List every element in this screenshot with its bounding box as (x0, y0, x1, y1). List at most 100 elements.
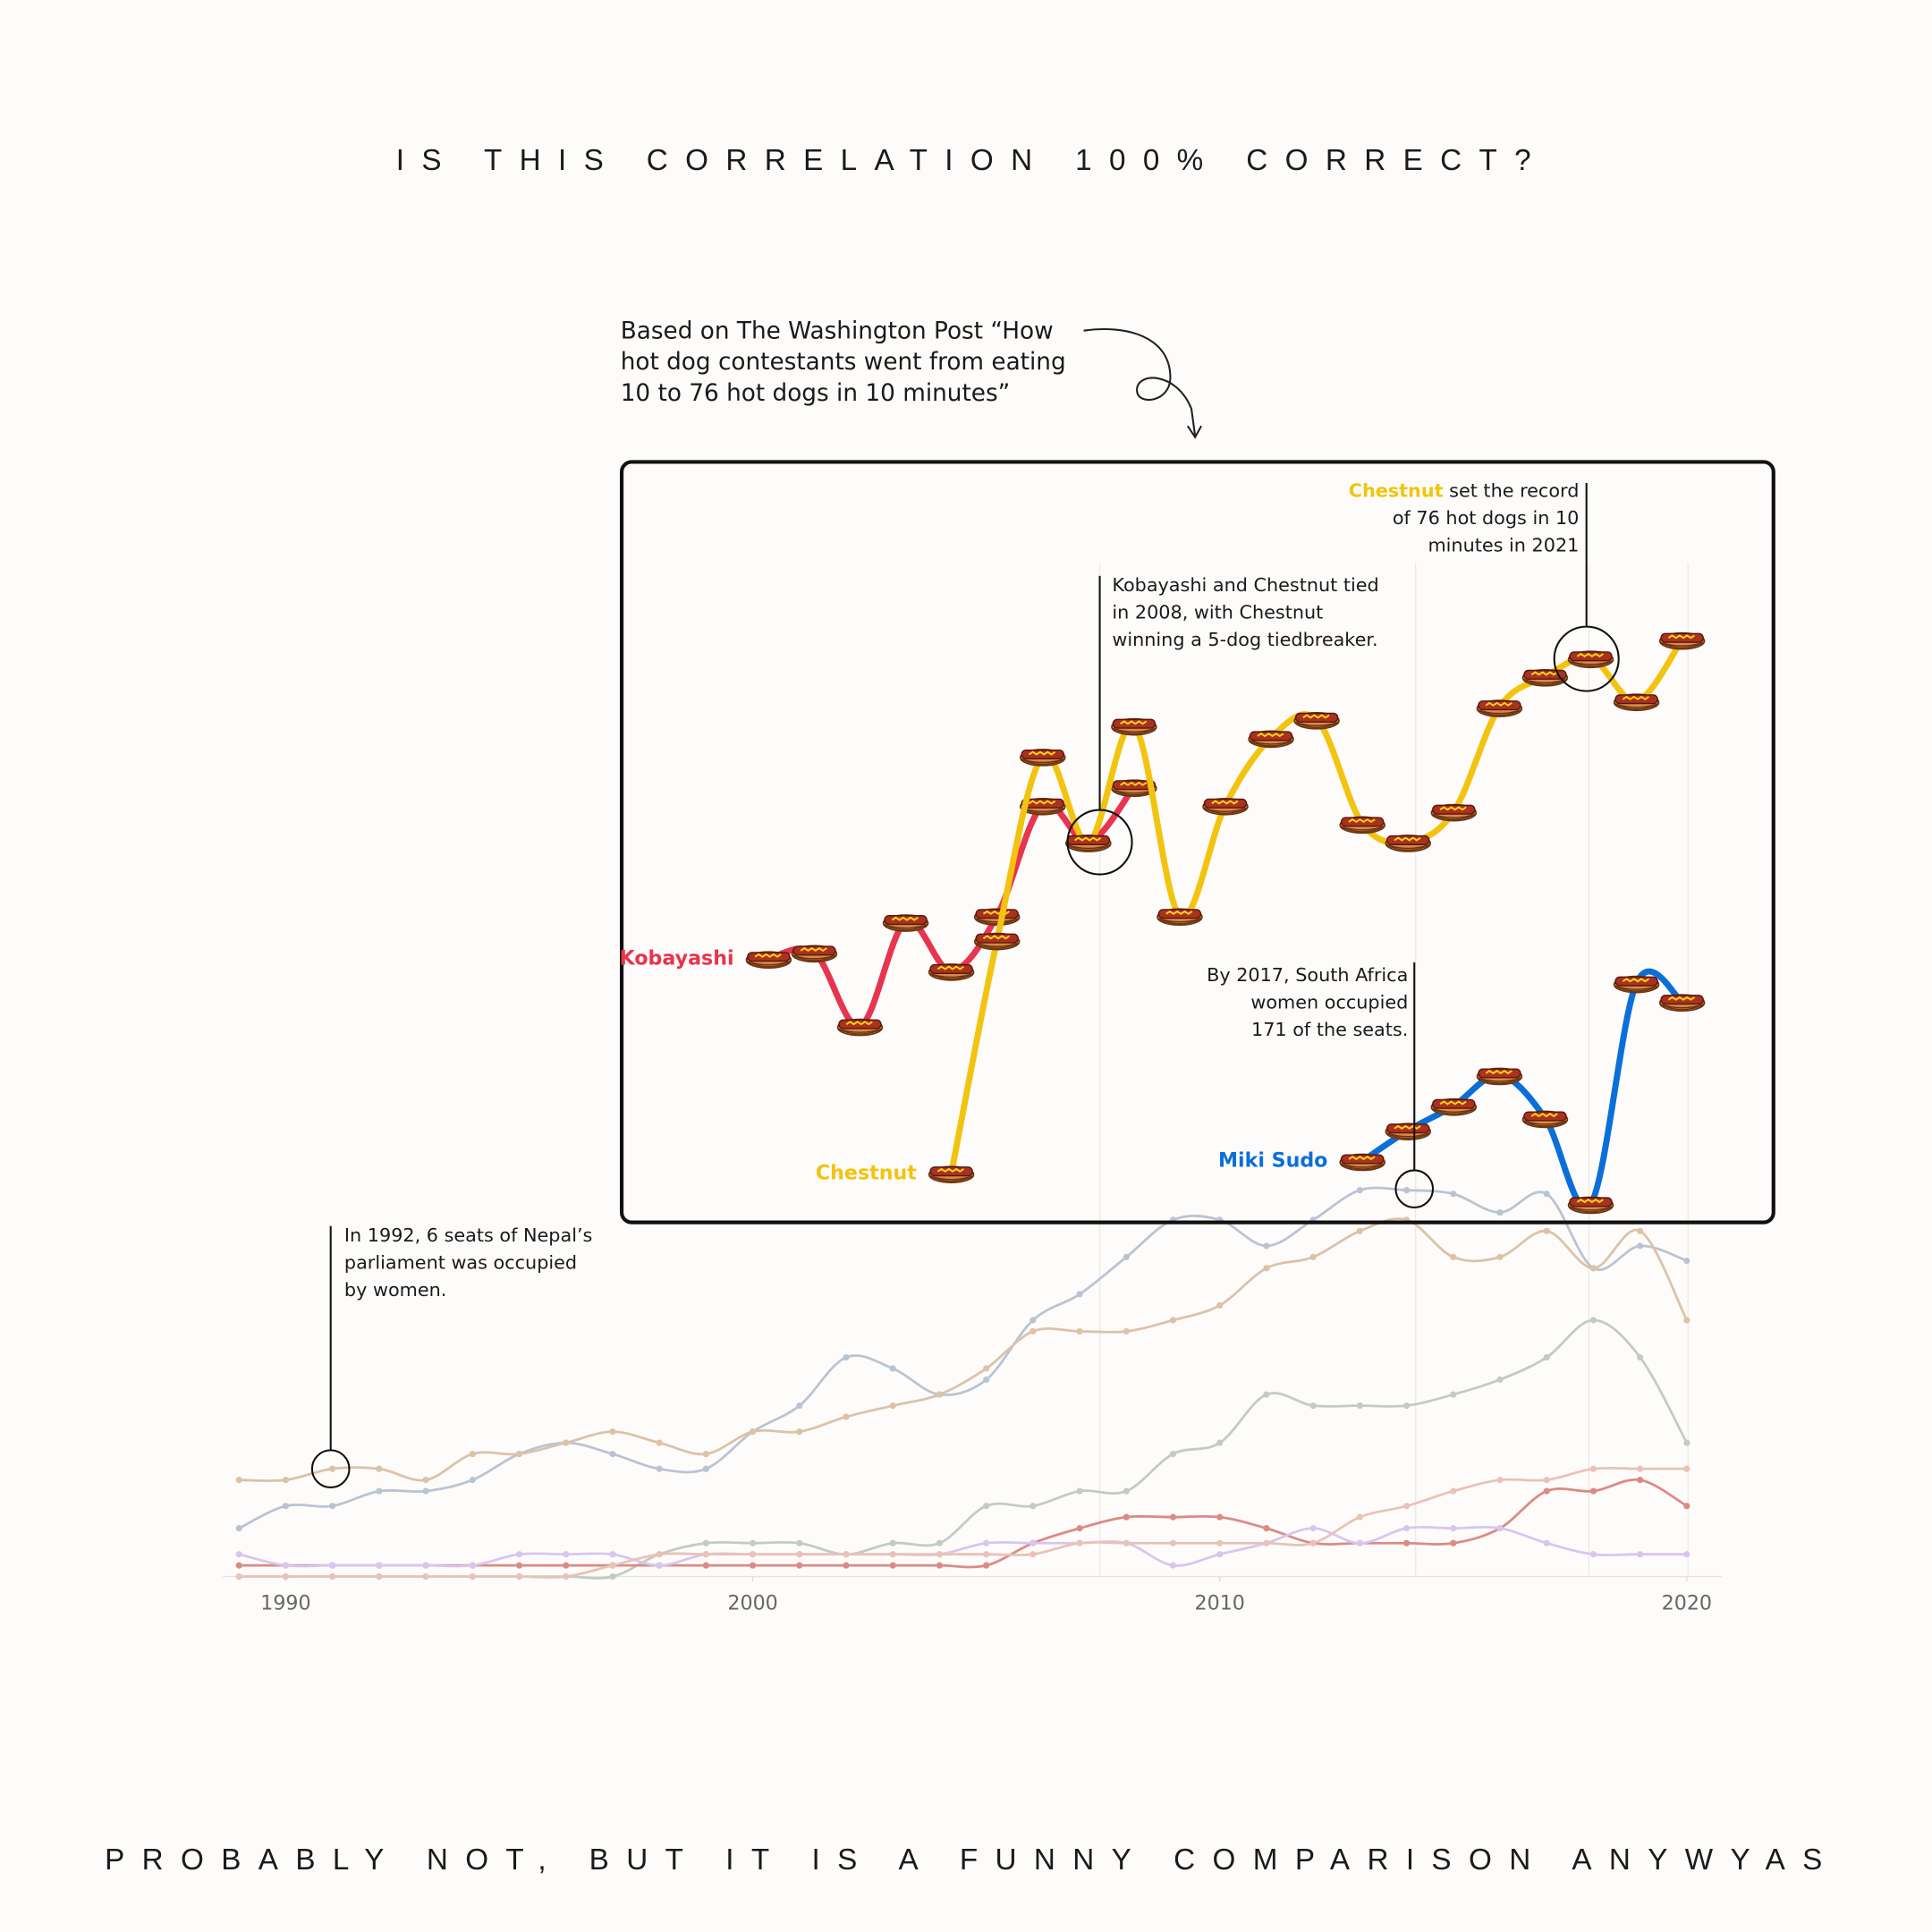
point (1123, 1253, 1130, 1260)
hot-dog-marker (1613, 693, 1660, 712)
point (1450, 1191, 1457, 1198)
point (329, 1573, 336, 1580)
annotation-line: winning a 5-dog tiedbreaker. (1112, 629, 1377, 650)
bun-front (1614, 702, 1659, 710)
point (1030, 1539, 1037, 1546)
point (889, 1562, 896, 1569)
point (1123, 1327, 1130, 1335)
bun-front (1385, 1131, 1431, 1140)
point (656, 1439, 663, 1446)
point (1496, 1208, 1504, 1216)
bun-front (1111, 727, 1157, 734)
point (796, 1428, 803, 1436)
point (796, 1539, 803, 1546)
point (1263, 1242, 1270, 1250)
point (235, 1573, 242, 1580)
point (376, 1487, 383, 1495)
hot-dog-marker (1658, 631, 1706, 650)
point (1589, 1551, 1597, 1558)
point (702, 1465, 709, 1472)
point (936, 1539, 944, 1546)
point (702, 1551, 709, 1558)
bun-front (1020, 758, 1065, 766)
point (1169, 1317, 1177, 1324)
inset-frame (620, 460, 1775, 1224)
hot-dog-marker (1202, 797, 1249, 816)
mustard (1530, 1113, 1558, 1118)
bun-front (1020, 807, 1065, 815)
bun-front (1522, 1120, 1568, 1127)
series-label: Miki Sudo (1218, 1149, 1327, 1173)
annotation-text: women occupied (1250, 992, 1408, 1013)
bun-front (837, 1028, 883, 1035)
point (1496, 1376, 1504, 1384)
point (1169, 1513, 1177, 1521)
point (563, 1551, 570, 1558)
point (749, 1551, 757, 1558)
point (1356, 1227, 1363, 1234)
mustard (754, 953, 782, 958)
mustard (1028, 800, 1056, 805)
mustard (1576, 1199, 1604, 1204)
point (563, 1439, 570, 1446)
bun-front (1659, 1003, 1705, 1011)
mustard (1439, 1100, 1467, 1106)
point (1543, 1227, 1550, 1234)
highlight-circle (1394, 1169, 1435, 1209)
point (1356, 1513, 1363, 1521)
point (1216, 1551, 1224, 1558)
point (889, 1402, 896, 1410)
hot-dog-marker (1613, 975, 1660, 994)
x-tick-label: 1990 (260, 1592, 310, 1615)
point (1496, 1253, 1504, 1260)
point (1402, 1525, 1411, 1532)
point (1450, 1539, 1457, 1546)
note-arrowhead (1186, 425, 1202, 439)
mustard (1302, 714, 1330, 719)
x-tick-label: 2010 (1195, 1592, 1245, 1615)
annotation-highlight: Chestnut (1349, 480, 1444, 502)
point (282, 1477, 290, 1484)
point (1309, 1525, 1317, 1532)
point (1030, 1327, 1037, 1335)
point (843, 1413, 850, 1420)
point (702, 1539, 709, 1546)
point (1216, 1301, 1224, 1309)
point (656, 1551, 663, 1558)
point (1030, 1551, 1037, 1558)
series-label: Kobayashi (620, 946, 734, 970)
hot-dog-marker (973, 908, 1021, 927)
series-line (237, 1466, 1689, 1579)
point (1683, 1257, 1690, 1265)
annotation-line: By 2017, South Africa (1207, 964, 1408, 986)
mustard (1348, 1156, 1376, 1161)
point (749, 1562, 757, 1569)
mustard (1530, 671, 1558, 676)
hot-dog-marker (1430, 1097, 1478, 1116)
mustard (936, 1167, 964, 1173)
point (1589, 1317, 1597, 1324)
mustard (1394, 836, 1421, 842)
bun-front (928, 1174, 974, 1182)
mustard (800, 946, 827, 953)
point (469, 1573, 476, 1580)
point (656, 1562, 663, 1569)
point (376, 1562, 383, 1569)
point (469, 1562, 476, 1569)
annotation-text: Chestnut set the record (1349, 480, 1580, 502)
point (563, 1573, 570, 1580)
hot-dog-marker (1476, 1067, 1523, 1086)
point (1543, 1539, 1550, 1546)
highlight-circle (1553, 625, 1620, 692)
series-line (237, 1526, 1689, 1568)
point (1637, 1227, 1644, 1234)
point (609, 1562, 616, 1569)
point (1030, 1503, 1037, 1510)
annotation-text: In 1992, 6 seats of Nepal’s (344, 1224, 592, 1246)
hot-dog-marker (1019, 797, 1066, 816)
point (235, 1551, 242, 1558)
point (1683, 1551, 1690, 1558)
hot-dog-marker (928, 1165, 975, 1183)
point (235, 1562, 242, 1569)
